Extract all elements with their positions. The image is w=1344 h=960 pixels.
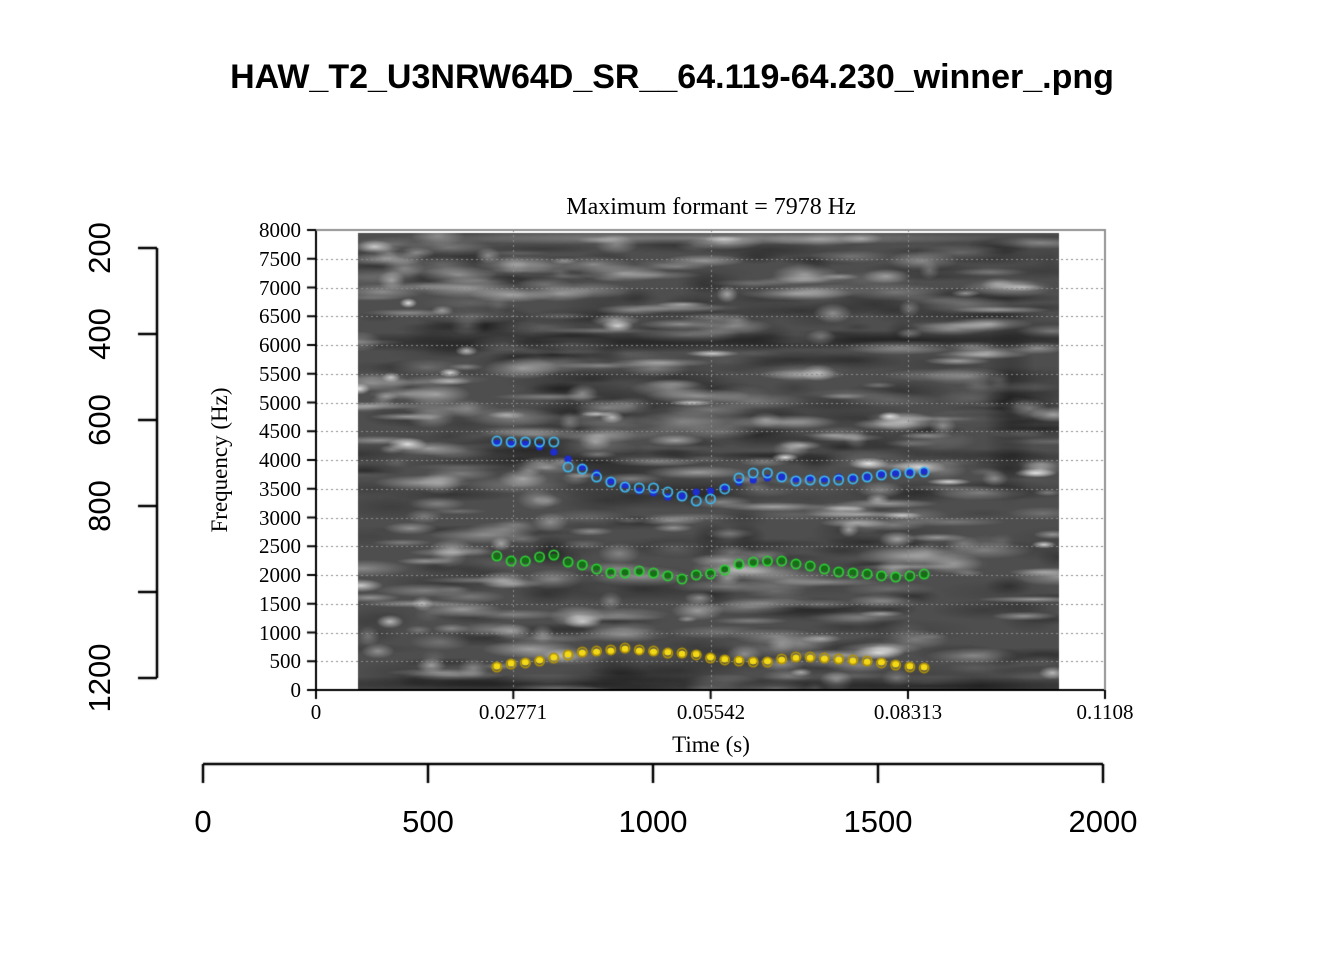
y-tick-label: 3000 <box>259 506 301 530</box>
outer-bottom-tick-label: 1500 <box>843 804 913 839</box>
x-tick-label: 0.08313 <box>873 700 943 724</box>
outer-bottom-tick-label: 500 <box>402 804 454 839</box>
outer-bottom-tick-label: 1000 <box>618 804 688 839</box>
y-tick-label: 2000 <box>259 563 301 587</box>
y-tick-label: 1000 <box>259 621 301 645</box>
y-tick-label: 8000 <box>259 218 301 242</box>
figure-title: HAW_T2_U3NRW64D_SR__64.119-64.230_winner… <box>230 58 1114 96</box>
y-tick-label: 1500 <box>259 592 301 616</box>
y-tick-label: 5000 <box>259 391 301 415</box>
x-tick-label: 0.1108 <box>1076 700 1134 724</box>
y-tick-label: 5500 <box>259 362 301 386</box>
x-tick-label: 0 <box>310 700 322 724</box>
outer-bottom-tick-label: 2000 <box>1068 804 1138 839</box>
outer-left-tick-label: 800 <box>82 480 117 532</box>
y-tick-label: 2500 <box>259 534 301 558</box>
x-tick-label: 0.02771 <box>478 700 548 724</box>
x-axis-title: Time (s) <box>672 732 750 757</box>
y-tick-label: 0 <box>290 678 302 702</box>
outer-bottom-tick-label: 0 <box>194 804 212 839</box>
plot-subtitle: Maximum formant = 7978 Hz <box>566 194 856 220</box>
y-tick-label: 4000 <box>259 448 301 472</box>
y-tick-label: 6500 <box>259 304 301 328</box>
y-tick-label: 3500 <box>259 477 301 501</box>
y-tick-label: 7000 <box>259 276 301 300</box>
y-tick-label: 4500 <box>259 419 301 443</box>
outer-left-tick-label: 1200 <box>82 643 117 713</box>
y-tick-label: 7500 <box>259 247 301 271</box>
y-tick-label: 6000 <box>259 333 301 357</box>
x-tick-label: 0.05542 <box>676 700 746 724</box>
y-tick-label: 500 <box>269 649 302 673</box>
